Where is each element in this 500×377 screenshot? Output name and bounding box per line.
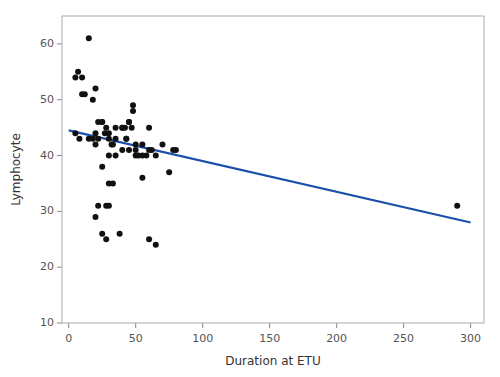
scatter-point <box>99 119 105 125</box>
y-tick <box>57 99 62 100</box>
y-tick <box>57 43 62 44</box>
scatter-point <box>173 147 179 153</box>
chart: 10 20 30 40 50 60 0 50 100 150 200 250 300 Duration a… <box>0 0 500 377</box>
scatter-point <box>153 153 159 159</box>
x-tick <box>202 323 203 328</box>
plot-area <box>62 16 484 323</box>
scatter-point <box>153 242 159 248</box>
scatter-point <box>126 119 132 125</box>
scatter-point <box>90 97 96 103</box>
scatter-point <box>113 136 119 142</box>
regression-line <box>69 130 471 222</box>
scatter-point <box>454 203 460 209</box>
scatter-point <box>126 119 132 125</box>
scatter-point <box>113 153 119 159</box>
x-tick-label: 200 <box>326 332 347 345</box>
x-tick-label: 100 <box>192 332 213 345</box>
scatter-point <box>99 164 105 170</box>
x-tick-label: 50 <box>129 332 143 345</box>
y-tick-label: 10 <box>40 316 54 329</box>
axes: 10 20 30 40 50 60 0 50 100 150 200 250 300 <box>40 37 481 345</box>
scatter-point <box>90 136 96 142</box>
scatter-point <box>123 136 129 142</box>
scatter-point <box>76 136 82 142</box>
y-tick-label: 20 <box>40 260 54 273</box>
plot-frame <box>62 16 484 323</box>
scatter-point <box>92 86 98 92</box>
scatter-point <box>110 180 116 186</box>
scatter-point <box>99 231 105 237</box>
y-tick <box>57 155 62 156</box>
scatter-point <box>139 153 145 159</box>
scatter-point <box>86 35 92 41</box>
scatter-point <box>119 125 125 131</box>
y-tick <box>57 267 62 268</box>
scatter-point <box>106 130 112 136</box>
scatter-point <box>75 69 81 75</box>
x-tick <box>269 323 270 328</box>
scatter-point <box>133 141 139 147</box>
y-tick-label: 40 <box>40 149 54 162</box>
x-tick <box>68 323 69 328</box>
x-tick <box>470 323 471 328</box>
scatter-point <box>139 175 145 181</box>
x-tick-label: 250 <box>393 332 414 345</box>
data <box>69 35 471 248</box>
scatter-point <box>146 147 152 153</box>
scatter-point <box>95 203 101 209</box>
scatter-point <box>106 136 112 142</box>
scatter-point <box>126 147 132 153</box>
scatter-point <box>146 236 152 242</box>
scatter-point <box>130 102 136 108</box>
x-axis-label: Duration at ETU <box>225 354 321 368</box>
scatter-point <box>79 74 85 80</box>
y-tick <box>57 323 62 324</box>
scatter-point <box>72 130 78 136</box>
x-tick-label: 150 <box>259 332 280 345</box>
y-axis-label: Lymphocyte <box>9 133 23 206</box>
y-tick-label: 30 <box>40 204 54 217</box>
scatter-point <box>99 119 105 125</box>
scatter-point <box>119 125 125 131</box>
scatter-point <box>92 141 98 147</box>
scatter-point <box>103 236 109 242</box>
scatter-point <box>117 231 123 237</box>
scatter-point <box>82 91 88 97</box>
scatter-point <box>159 141 165 147</box>
x-tick-label: 0 <box>65 332 72 345</box>
y-tick <box>57 211 62 212</box>
scatter-point <box>106 203 112 209</box>
scatter-point <box>72 74 78 80</box>
scatter-point <box>146 125 152 131</box>
scatter-point <box>133 147 139 153</box>
scatter-point <box>110 141 116 147</box>
scatter-point <box>103 125 109 131</box>
scatter-point <box>95 136 101 142</box>
scatter-point <box>92 130 98 136</box>
scatter-point <box>123 136 129 142</box>
scatter-point <box>129 125 135 131</box>
scatter-point <box>106 153 112 159</box>
x-tick <box>336 323 337 328</box>
x-tick <box>403 323 404 328</box>
scatter-point <box>130 108 136 114</box>
x-tick-label: 300 <box>460 332 481 345</box>
scatter-point <box>139 141 145 147</box>
scatter-point <box>119 147 125 153</box>
y-tick-label: 50 <box>40 93 54 106</box>
scatter-point <box>113 125 119 131</box>
scatter-point <box>92 214 98 220</box>
scatter-point <box>166 169 172 175</box>
x-tick <box>135 323 136 328</box>
y-tick-label: 60 <box>40 37 54 50</box>
